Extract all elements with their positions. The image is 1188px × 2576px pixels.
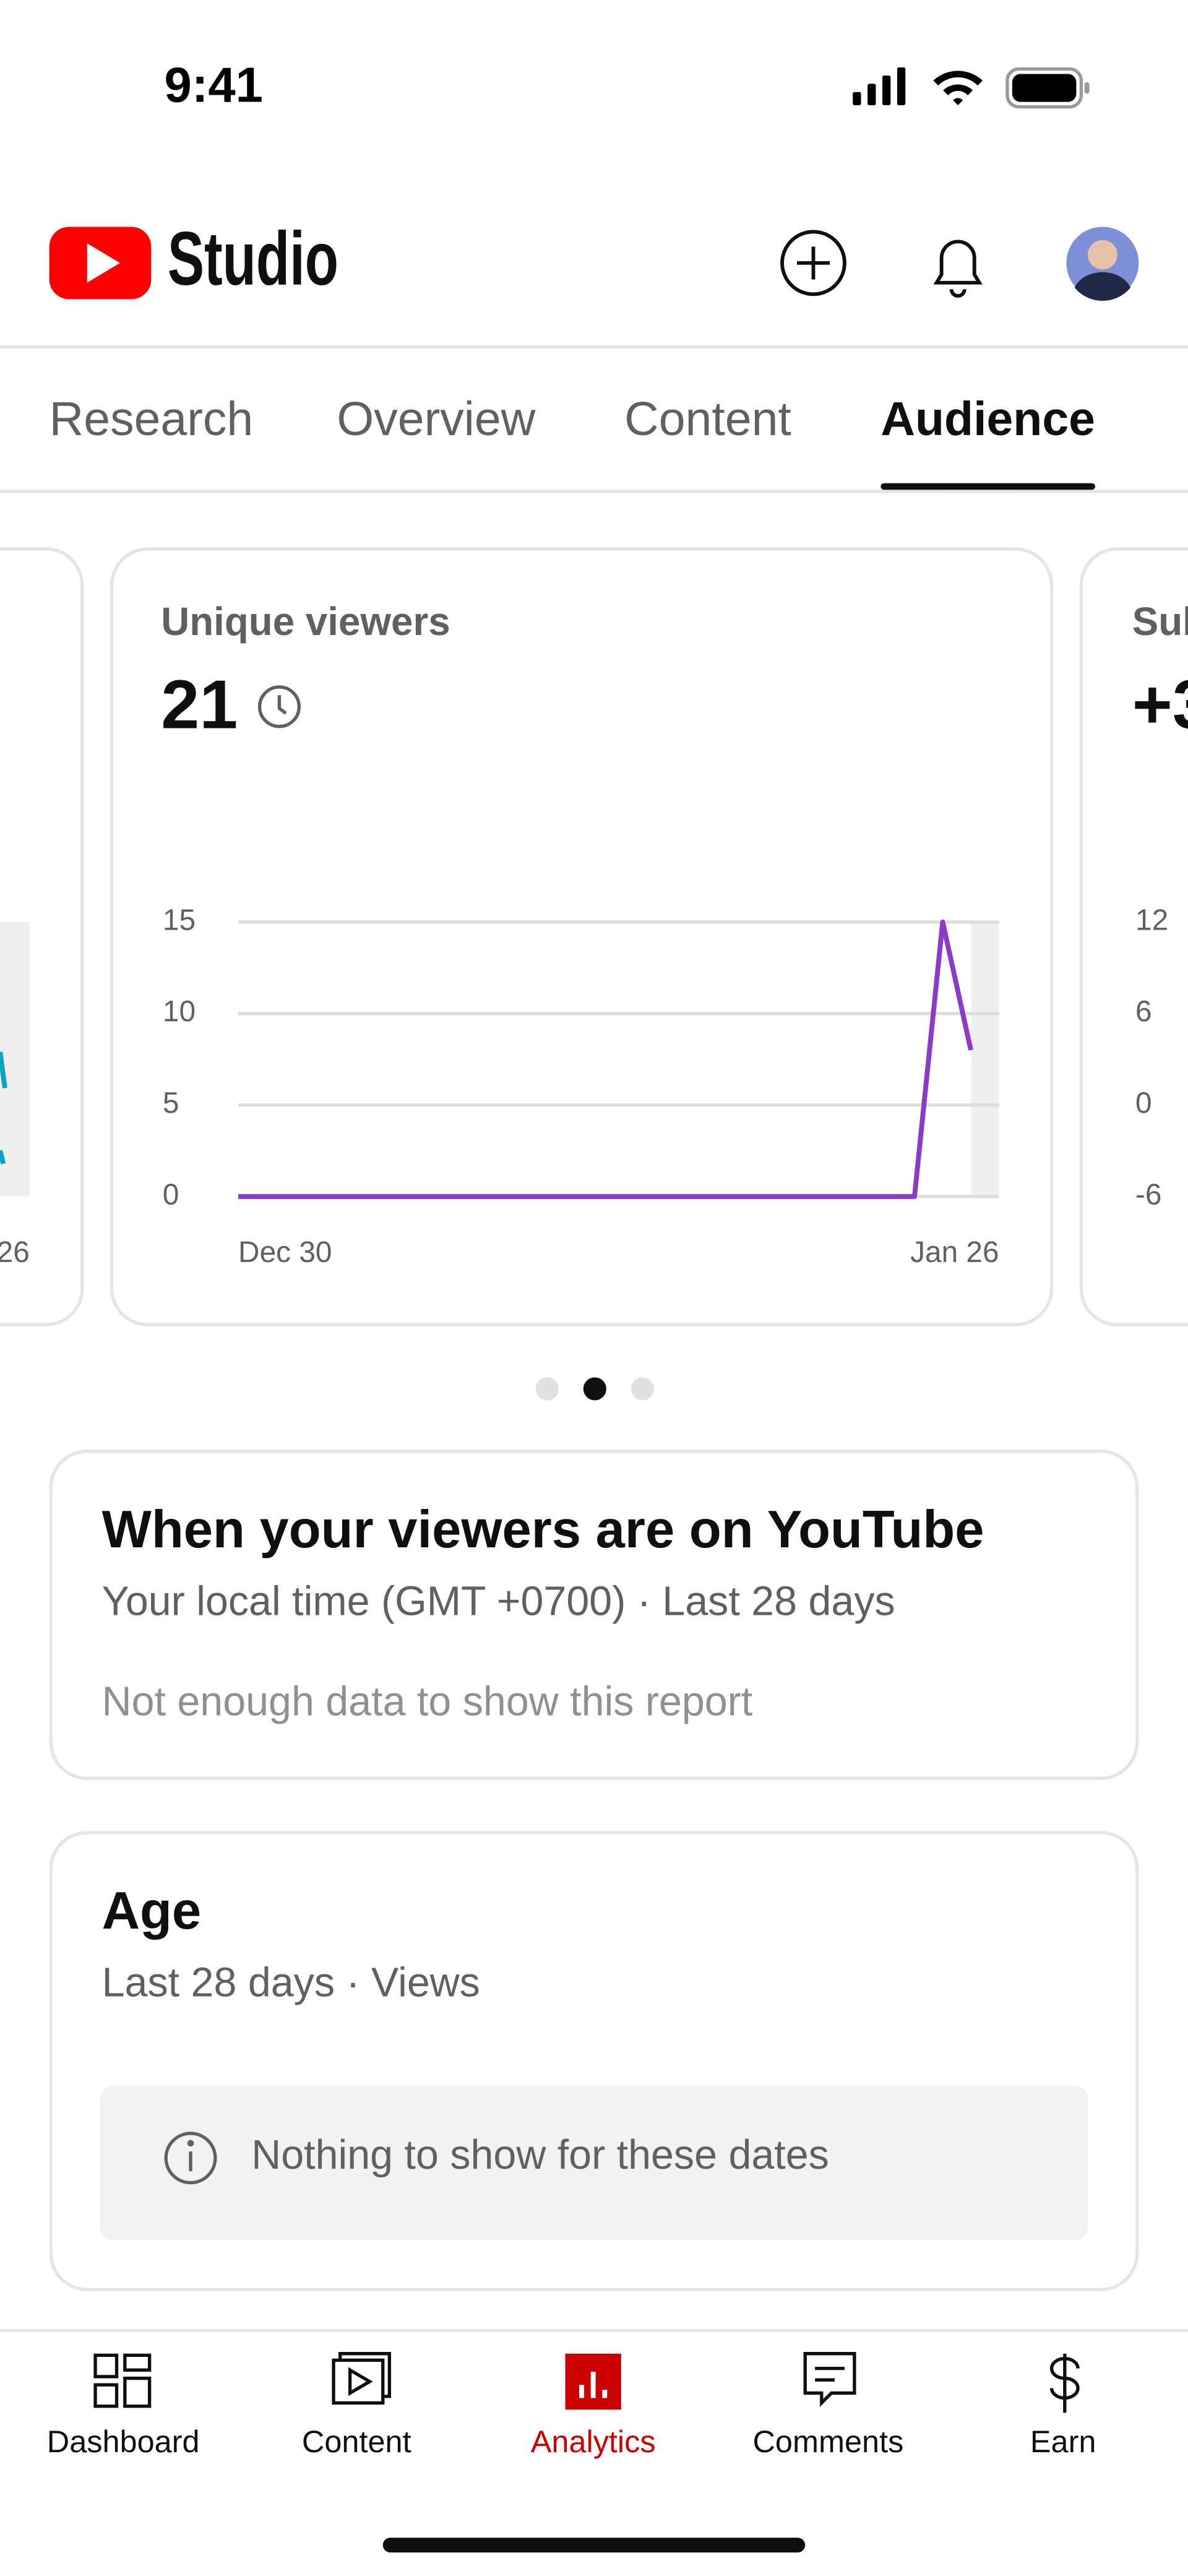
data-line — [238, 919, 973, 1199]
status-icons — [853, 67, 1090, 109]
card — [49, 1450, 1139, 1780]
create-button[interactable] — [780, 230, 846, 296]
tab[interactable]: Content — [624, 392, 791, 446]
nav-item[interactable]: Content — [302, 2424, 411, 2459]
tab[interactable]: Research — [50, 392, 254, 446]
section-message: Not enough data to show this report — [102, 1679, 753, 1724]
section-title: When your viewers are on YouTube — [102, 1500, 984, 1559]
y-tick-label: 12 — [1135, 904, 1168, 936]
x-tick-label: Jan 26 — [910, 1236, 999, 1269]
y-tick-label: 5 — [163, 1087, 179, 1120]
status-time: 9:41 — [165, 57, 263, 112]
card[interactable] — [110, 547, 1054, 1327]
carousel-dots — [535, 1377, 654, 1401]
y-tick-label: 15 — [163, 904, 196, 936]
y-tick-label: 10 — [163, 995, 196, 1028]
tab[interactable]: Overview — [337, 392, 535, 446]
card-value: +3 — [1132, 666, 1188, 743]
x-tick-label: Dec 30 — [238, 1236, 332, 1269]
y-tick-label: 0 — [163, 1178, 179, 1211]
analytics-icon — [579, 2371, 608, 2398]
clock-icon — [257, 685, 301, 728]
section-subtitle: Last 28 days · Views — [102, 1960, 480, 2005]
card-value: 21 — [161, 666, 238, 743]
chart-shade — [0, 922, 30, 1197]
tab-indicator — [880, 483, 1095, 490]
y-tick-label: 6 — [1135, 995, 1152, 1028]
home-indicator — [382, 2538, 806, 2553]
info-icon — [164, 2132, 217, 2185]
empty-state — [100, 2085, 1088, 2241]
app-title: Studio — [168, 216, 338, 301]
avatar[interactable] — [1066, 227, 1139, 301]
nav-item[interactable]: Earn — [1030, 2424, 1096, 2459]
x-tick-label: Jan 26 — [0, 1236, 30, 1269]
notifications-button[interactable] — [933, 240, 983, 298]
tab[interactable]: Audience — [880, 392, 1095, 446]
section-subtitle: Your local time (GMT +0700) · Last 28 da… — [102, 1578, 895, 1624]
card-title: Subscribers — [1132, 599, 1188, 644]
nav-item[interactable]: Comments — [752, 2424, 903, 2459]
nav-icons — [93, 2352, 1080, 2413]
card-title: Unique viewers — [161, 599, 450, 644]
chart-shade — [971, 922, 999, 1197]
clock-icon — [277, 695, 287, 715]
decoration — [0, 1051, 7, 1165]
nav-item[interactable]: Dashboard — [47, 2424, 200, 2459]
section-title: Age — [102, 1882, 202, 1940]
nav-item[interactable]: Analytics — [531, 2424, 656, 2459]
y-tick-label: 0 — [1135, 1087, 1152, 1120]
logo[interactable] — [49, 227, 152, 300]
y-tick-label: -6 — [1135, 1178, 1162, 1211]
card[interactable] — [1079, 547, 1188, 1326]
section-message: Nothing to show for these dates — [251, 2132, 829, 2178]
